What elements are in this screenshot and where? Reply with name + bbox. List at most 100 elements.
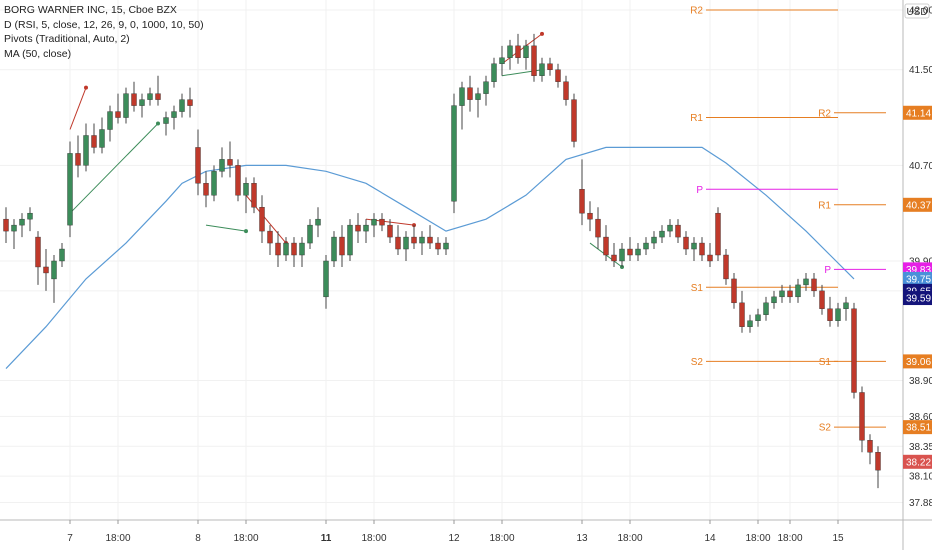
candle[interactable] [371, 213, 377, 238]
candle[interactable] [307, 219, 313, 250]
candle[interactable] [347, 219, 353, 261]
candle[interactable] [3, 207, 9, 244]
candle[interactable] [67, 141, 73, 238]
candle[interactable] [203, 171, 209, 208]
candles-layer[interactable] [3, 33, 881, 489]
candle[interactable] [51, 255, 57, 303]
candle[interactable] [739, 290, 745, 333]
candle[interactable] [251, 177, 257, 214]
candle[interactable] [587, 201, 593, 232]
candle[interactable] [235, 159, 241, 202]
candle[interactable] [363, 219, 369, 244]
candle[interactable] [563, 75, 569, 106]
candle[interactable] [811, 272, 817, 297]
candle[interactable] [219, 147, 225, 178]
candle[interactable] [619, 243, 625, 267]
candle[interactable] [491, 57, 497, 88]
candle[interactable] [651, 231, 657, 250]
candle[interactable] [419, 231, 425, 256]
candle[interactable] [499, 45, 505, 76]
candle[interactable] [451, 93, 457, 214]
candle[interactable] [459, 81, 465, 130]
candle[interactable] [275, 231, 281, 267]
candle[interactable] [75, 135, 81, 178]
candle[interactable] [483, 75, 489, 106]
candle[interactable] [427, 225, 433, 250]
candle[interactable] [699, 237, 705, 261]
candle[interactable] [379, 213, 385, 232]
candle[interactable] [315, 207, 321, 238]
candle[interactable] [835, 302, 841, 327]
candle[interactable] [523, 39, 529, 70]
candle[interactable] [579, 159, 585, 226]
candle[interactable] [771, 290, 777, 309]
candle[interactable] [803, 272, 809, 291]
candle[interactable] [475, 87, 481, 118]
candle[interactable] [435, 237, 441, 256]
candle[interactable] [691, 237, 697, 261]
currency-badge[interactable] [904, 3, 930, 19]
candle[interactable] [227, 141, 233, 178]
candle[interactable] [531, 33, 537, 82]
candle[interactable] [659, 225, 665, 244]
candle[interactable] [627, 237, 633, 261]
candle[interactable] [611, 243, 617, 267]
candle[interactable] [763, 296, 769, 321]
candle[interactable] [163, 111, 169, 136]
candle[interactable] [19, 213, 25, 238]
candle[interactable] [195, 129, 201, 196]
candle[interactable] [675, 219, 681, 244]
rsi-indicator-label[interactable]: D (RSI, 5, close, 12, 26, 9, 0, 1000, 10… [4, 18, 204, 31]
candle[interactable] [571, 93, 577, 148]
candle[interactable] [723, 249, 729, 285]
candle[interactable] [115, 93, 121, 124]
candle[interactable] [11, 219, 17, 250]
candle[interactable] [603, 225, 609, 261]
candle[interactable] [875, 446, 881, 489]
candle[interactable] [411, 225, 417, 250]
candle[interactable] [467, 75, 473, 112]
candle[interactable] [187, 87, 193, 118]
candle[interactable] [867, 434, 873, 465]
candle[interactable] [35, 231, 41, 285]
candle[interactable] [139, 93, 145, 118]
pivots-indicator-label[interactable]: Pivots (Traditional, Auto, 2) [4, 33, 130, 45]
candle[interactable] [795, 278, 801, 303]
candle[interactable] [635, 243, 641, 261]
candle[interactable] [59, 243, 65, 267]
candle[interactable] [99, 117, 105, 154]
candle[interactable] [91, 123, 97, 154]
candle[interactable] [107, 105, 113, 142]
candle[interactable] [707, 243, 713, 267]
candle[interactable] [547, 57, 553, 76]
candle[interactable] [259, 195, 265, 244]
candle[interactable] [155, 75, 161, 106]
candle[interactable] [395, 225, 401, 256]
candle[interactable] [595, 207, 601, 250]
candle[interactable] [299, 237, 305, 267]
candle[interactable] [755, 308, 761, 327]
candle[interactable] [131, 81, 137, 112]
candle[interactable] [683, 231, 689, 256]
candle[interactable] [355, 213, 361, 244]
candle[interactable] [27, 207, 33, 232]
candle[interactable] [283, 237, 289, 261]
candle[interactable] [43, 249, 49, 291]
candle[interactable] [83, 123, 89, 172]
candle[interactable] [539, 57, 545, 82]
candle[interactable] [211, 165, 217, 202]
candle[interactable] [747, 314, 753, 333]
candle[interactable] [779, 284, 785, 303]
candle[interactable] [827, 296, 833, 327]
candle[interactable] [123, 87, 129, 124]
candle[interactable] [667, 219, 673, 238]
candle[interactable] [291, 237, 297, 267]
candle[interactable] [323, 255, 329, 309]
candle[interactable] [387, 219, 393, 244]
candle[interactable] [859, 386, 865, 453]
candle[interactable] [267, 225, 273, 256]
candle[interactable] [555, 63, 561, 88]
ma-indicator-label[interactable]: MA (50, close) [4, 47, 72, 60]
